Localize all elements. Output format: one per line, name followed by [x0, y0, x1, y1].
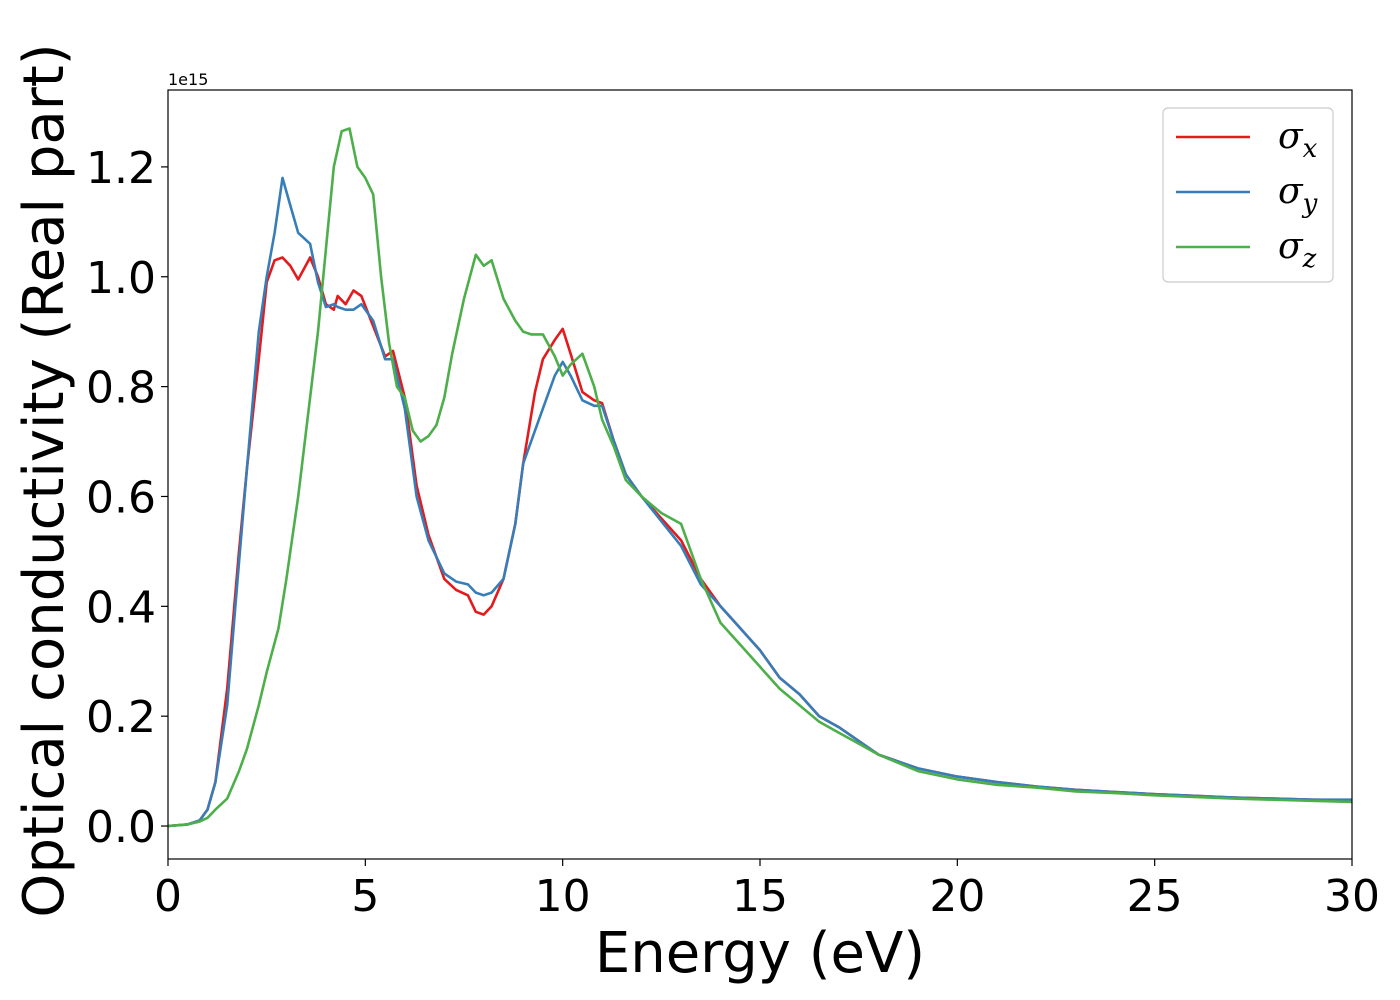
- y-tick-label: 0.0: [86, 802, 156, 853]
- legend-label-y: σy: [1278, 171, 1318, 219]
- x-tick-label: 0: [154, 871, 182, 922]
- x-tick-label: 5: [351, 871, 379, 922]
- legend: σx σy σz: [1162, 107, 1334, 283]
- x-tick-label: 10: [535, 871, 591, 922]
- y-tick-label: 0.6: [86, 472, 156, 523]
- y-tick-label: 0.2: [86, 692, 156, 743]
- x-axis-title: Energy (eV): [595, 921, 925, 986]
- y-offset-label: 1e15: [168, 70, 208, 89]
- series-layer: [168, 127, 1352, 828]
- series-line-z: [168, 127, 1352, 828]
- y-tick-label: 1.0: [86, 253, 156, 304]
- x-tick-label: 20: [929, 871, 985, 922]
- y-tick-label: 0.8: [86, 363, 156, 414]
- y-axis-title: Optical conductivity (Real part): [12, 43, 77, 917]
- x-tick-label: 25: [1127, 871, 1183, 922]
- legend-label-x: σx: [1278, 116, 1318, 164]
- legend-label-z: σz: [1278, 226, 1317, 274]
- series-line-x: [168, 256, 1352, 828]
- x-ticks: 0 5 10 15 20 25 30: [154, 859, 1380, 922]
- x-tick-label: 30: [1324, 871, 1380, 922]
- y-tick-label: 0.4: [86, 582, 156, 633]
- legend-box: [1162, 107, 1334, 283]
- x-tick-label: 15: [732, 871, 788, 922]
- y-ticks: 0.0 0.2 0.4 0.6 0.8 1.0 1.2: [86, 143, 168, 853]
- y-tick-label: 1.2: [86, 143, 156, 194]
